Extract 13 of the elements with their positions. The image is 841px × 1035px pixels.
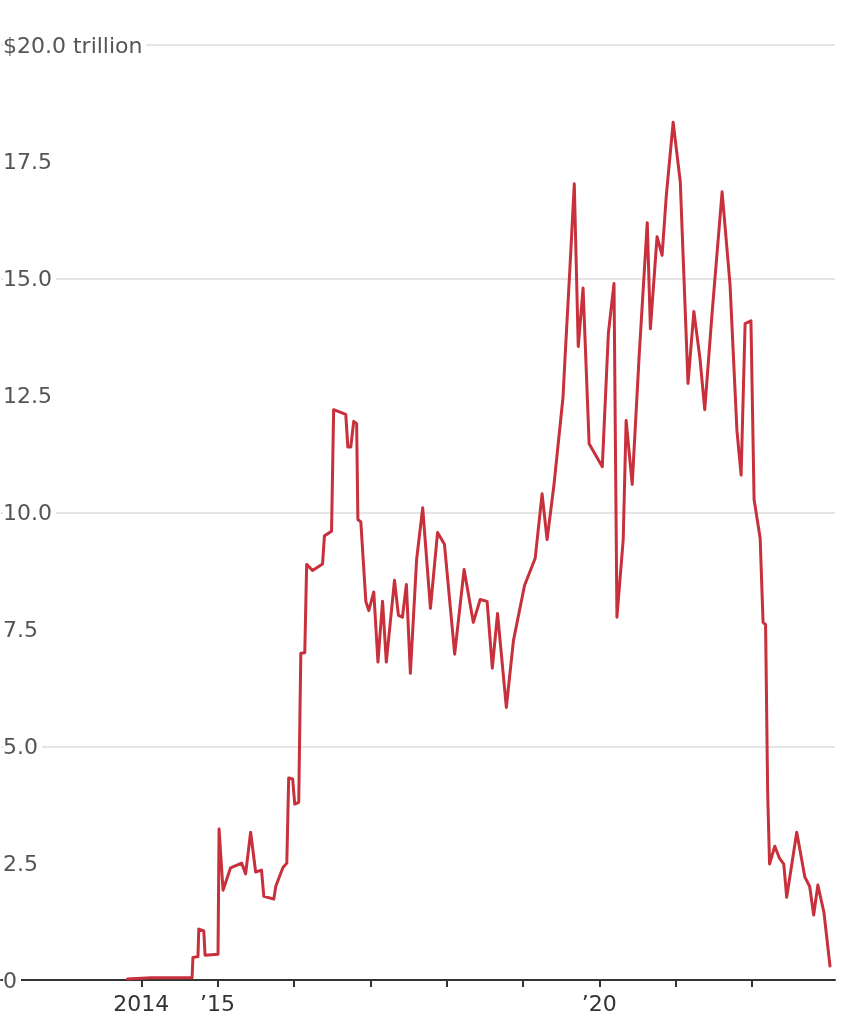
y-tick-label: 0 xyxy=(3,967,17,993)
y-tick-label: 15.0 xyxy=(3,266,52,292)
y-tick-label: 10.0 xyxy=(3,500,52,525)
y-tick-label: 12.5 xyxy=(3,383,52,409)
line-series xyxy=(125,120,832,981)
x-tick-label: ’15 xyxy=(200,990,236,1016)
y-tick-label: $20.0 trillion xyxy=(3,32,143,58)
y-tick-label: 7.5 xyxy=(3,616,38,642)
y-tick-label: 2.5 xyxy=(3,850,38,876)
y-tick-label: 5.0 xyxy=(3,733,38,759)
y-tick-label: 17.5 xyxy=(3,149,52,175)
x-tick-label: ’20 xyxy=(581,990,617,1016)
x-tick-label: 2014 xyxy=(113,990,170,1016)
